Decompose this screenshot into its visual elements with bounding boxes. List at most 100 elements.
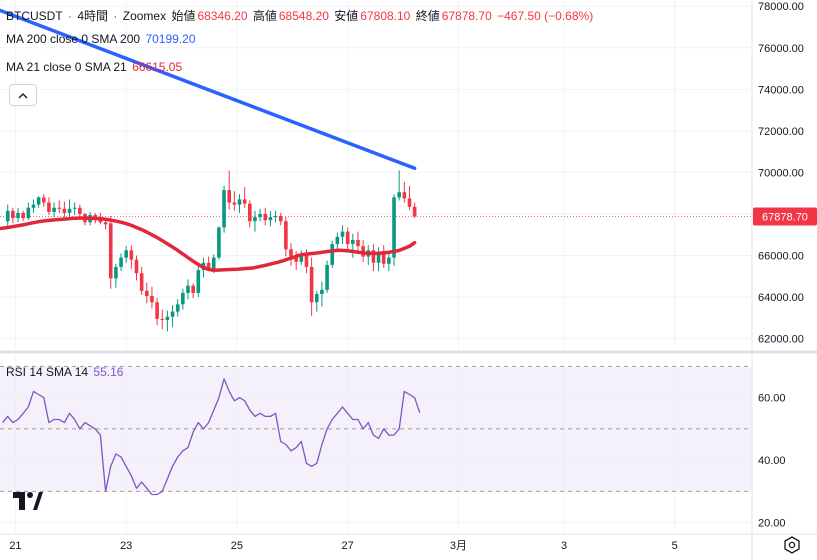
candle-body — [21, 212, 25, 219]
candle-body — [330, 244, 335, 265]
candle-body — [62, 208, 67, 213]
candle-body — [392, 197, 396, 258]
symbol-legend: BTCUSDT · 4時間 · Zoomex 始値 68346.20 高値 6854… — [6, 7, 595, 24]
candle-body — [253, 217, 257, 222]
time-tick-label: 3 — [561, 540, 567, 552]
candle-body — [371, 250, 376, 263]
candle-body — [16, 212, 20, 219]
high-label: 高値 — [252, 9, 277, 23]
candle-body — [351, 239, 355, 245]
candle-body — [72, 207, 77, 209]
price-tick-label: 76000.00 — [758, 43, 804, 55]
candle-body — [31, 204, 36, 208]
candle-body — [26, 207, 31, 219]
candle-body — [412, 206, 417, 217]
gear-icon[interactable] — [783, 536, 801, 554]
rsi-tick-label: 60.00 — [758, 393, 786, 405]
ma200-line — [0, 8, 417, 171]
candle-body — [248, 203, 252, 222]
candle-body — [165, 316, 170, 320]
time-tick-label: 21 — [9, 540, 21, 552]
candle-body — [345, 231, 350, 245]
price-tick-label: 64000.00 — [758, 292, 804, 304]
candle-body — [5, 210, 10, 222]
ma200-value: 70199.20 — [145, 32, 196, 46]
exchange-label: Zoomex — [122, 9, 167, 23]
price-tick-label: 72000.00 — [758, 126, 804, 138]
separator-dot: · — [68, 9, 73, 23]
candle-body — [320, 289, 324, 294]
change-value: −467.50 (−0.68%) — [497, 9, 594, 23]
candle-body — [41, 197, 46, 203]
candle-body — [181, 292, 185, 305]
candle-body — [237, 199, 242, 205]
last-price-label: 67878.70 — [762, 211, 808, 223]
candle-body — [242, 199, 247, 204]
candle-body — [150, 296, 154, 303]
candle-body — [376, 253, 381, 263]
candle-body — [129, 250, 134, 260]
candle-body — [191, 285, 195, 293]
candle-body — [57, 207, 62, 209]
candle-body — [268, 217, 273, 221]
candle-body — [11, 210, 15, 219]
candle-body — [93, 215, 98, 219]
candle-body — [186, 285, 190, 293]
candle-body — [134, 259, 139, 274]
candle-body — [108, 223, 113, 279]
candle-body — [284, 221, 288, 250]
candle-body — [273, 216, 278, 218]
close-value: 67878.70 — [441, 9, 492, 23]
candle-body — [278, 216, 283, 222]
candle-body — [294, 256, 298, 262]
candle-body — [139, 273, 144, 291]
ma21-legend[interactable]: MA 21 close 0 SMA 21 66615.05 — [6, 60, 184, 74]
low-label: 安値 — [334, 9, 359, 23]
candle-body — [325, 264, 329, 290]
candle-body — [335, 236, 340, 245]
candle-body — [232, 202, 237, 205]
candle-body — [196, 270, 201, 293]
chevron-up-icon — [18, 92, 28, 99]
candle-body — [124, 250, 128, 258]
candle-body — [314, 293, 319, 303]
collapse-legend-button[interactable] — [9, 84, 37, 106]
time-tick-label: 3月 — [450, 540, 467, 552]
ma21-label: MA 21 close 0 SMA 21 — [6, 60, 127, 74]
candle-body — [299, 254, 304, 262]
rsi-legend[interactable]: RSI 14 SMA 14 55.16 — [6, 365, 125, 379]
price-tick-label: 66000.00 — [758, 251, 804, 263]
candle-body — [227, 190, 232, 203]
open-value: 68346.20 — [197, 9, 248, 23]
candle-body — [387, 257, 391, 264]
candle-body — [36, 197, 41, 205]
ma200-legend[interactable]: MA 200 close 0 SMA 200 70199.20 — [6, 32, 198, 46]
rsi-tick-label: 40.00 — [758, 455, 786, 467]
candle-body — [222, 190, 226, 228]
time-tick-label: 23 — [120, 540, 132, 552]
candle-body — [397, 192, 401, 198]
candle-body — [170, 311, 175, 317]
symbol-name[interactable]: BTCUSDT — [6, 9, 63, 23]
candle-body — [258, 213, 262, 218]
rsi-label: RSI 14 SMA 14 — [6, 365, 89, 379]
candle-body — [289, 249, 293, 257]
ma200-label: MA 200 close 0 SMA 200 — [6, 32, 141, 46]
candle-body — [263, 213, 268, 221]
candle-body — [160, 318, 165, 320]
time-tick-label: 25 — [231, 540, 243, 552]
separator-dot: · — [113, 9, 118, 23]
candle-body — [67, 208, 72, 213]
candle-body — [114, 266, 118, 279]
high-value: 68548.20 — [278, 9, 329, 23]
interval-label[interactable]: 4時間 — [77, 9, 109, 23]
price-tick-label: 62000.00 — [758, 334, 804, 346]
candle-body — [47, 202, 51, 212]
candle-body — [304, 254, 309, 267]
price-tick-label: 70000.00 — [758, 167, 804, 179]
tradingview-logo-icon[interactable] — [11, 486, 43, 514]
ma21-line — [0, 216, 417, 272]
candle-body — [155, 302, 159, 319]
rsi-line — [2, 378, 421, 496]
